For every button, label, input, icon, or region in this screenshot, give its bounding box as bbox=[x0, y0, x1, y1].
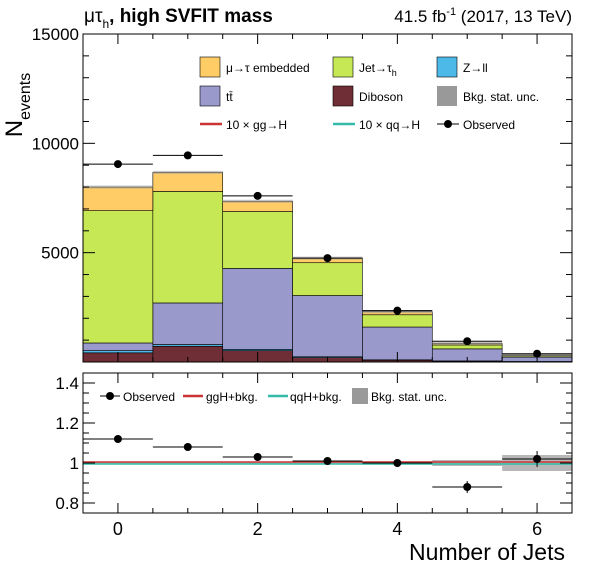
bar-ttbar-bin-0 bbox=[82, 342, 154, 351]
ratio-unc-bin-0 bbox=[83, 462, 153, 464]
bar-jet_tau-bin-5 bbox=[431, 344, 503, 350]
observed-point-2 bbox=[253, 191, 262, 200]
ratio-point-4 bbox=[393, 459, 402, 467]
bar-ttbar-bin-1 bbox=[152, 302, 224, 345]
main-axes: 5000 10000 15000 bbox=[32, 25, 573, 363]
bar-jet_tau-bin-1 bbox=[152, 191, 224, 304]
main-ytick-label-2: 15000 bbox=[32, 25, 79, 44]
lumi-label: 41.5 fb-1 (2017, 13 TeV) bbox=[394, 6, 572, 26]
main-ytick-label-1: 10000 bbox=[32, 134, 79, 153]
ratio-point-1 bbox=[183, 443, 192, 451]
ratio-axes: 0.8 1 1.2 1.4 0 2 4 6 bbox=[55, 372, 573, 539]
ratio-ytick-label-1: 1 bbox=[70, 454, 79, 473]
bar-jet_tau-bin-4 bbox=[362, 314, 433, 328]
stat-unc-bin-0 bbox=[83, 185, 153, 189]
ratio-point-0 bbox=[113, 435, 122, 443]
legend-label-ttbar: tt̄ bbox=[226, 90, 233, 104]
legend-marker-observed bbox=[444, 120, 452, 128]
bar-embedded-bin-2 bbox=[222, 200, 293, 212]
legend-label-diboson: Diboson bbox=[359, 90, 403, 104]
ratio-legend-label-stat-unc: Bkg. stat. unc. bbox=[371, 390, 447, 404]
legend-swatch-jet-tau bbox=[332, 56, 354, 78]
bar-ttbar-bin-2 bbox=[222, 268, 293, 350]
observed-point-0 bbox=[113, 160, 122, 169]
main-legend: μ→τ embedded Jet→τh Z→ll tt̄ Diboson Bkg. sta… bbox=[199, 56, 539, 132]
ratio-xtick-label-1: 2 bbox=[253, 519, 263, 539]
ratio-point-6 bbox=[533, 455, 542, 463]
legend-swatch-ttbar bbox=[199, 85, 221, 107]
ratio-ytick-label-2: 1.2 bbox=[55, 414, 79, 433]
ratio-legend-marker-observed bbox=[106, 392, 114, 400]
ratio-legend-swatch-stat-unc bbox=[352, 388, 368, 404]
stat-unc-bin-2 bbox=[222, 199, 293, 203]
legend-label-embedded: μ→τ embedded bbox=[226, 61, 310, 75]
ratio-legend-label-observed: Observed bbox=[123, 390, 175, 404]
bar-jet_tau-bin-0 bbox=[82, 210, 154, 344]
observed-point-1 bbox=[183, 151, 192, 160]
bar-ttbar-bin-3 bbox=[292, 295, 363, 358]
ratio-ytick-label-0: 0.8 bbox=[55, 494, 79, 513]
legend-label-observed: Observed bbox=[463, 118, 515, 132]
legend-swatch-zll bbox=[436, 56, 458, 78]
ratio-unc-bin-5 bbox=[432, 460, 503, 466]
legend-label-jet-tau: Jet→τh bbox=[359, 61, 397, 78]
ratio-point-2 bbox=[253, 453, 262, 461]
ratio-unc-bin-2 bbox=[222, 462, 293, 464]
ratio-point-3 bbox=[323, 457, 332, 465]
ratio-point-5 bbox=[463, 483, 472, 491]
observed-point-3 bbox=[323, 254, 332, 263]
ratio-ytick-label-3: 1.4 bbox=[55, 374, 79, 393]
ratio-xtick-label-2: 4 bbox=[392, 519, 402, 539]
bar-jet_tau-bin-3 bbox=[292, 262, 363, 296]
legend-label-stat-unc: Bkg. stat. unc. bbox=[463, 90, 539, 104]
legend-swatch-embedded bbox=[199, 56, 221, 78]
ratio-xtick-label-0: 0 bbox=[113, 519, 123, 539]
legend-label-ggh: 10 × gg→H bbox=[226, 118, 287, 132]
main-ylabel: Nevents bbox=[1, 73, 34, 137]
main-panel bbox=[82, 151, 573, 363]
ratio-unc-bin-1 bbox=[152, 462, 223, 464]
bar-embedded-bin-0 bbox=[82, 186, 154, 211]
ratio-legend-label-qqh: qqH+bkg. bbox=[290, 390, 342, 404]
ratio-panel bbox=[83, 435, 572, 493]
observed-point-5 bbox=[463, 337, 472, 346]
x-axis-title: Number of Jets bbox=[409, 539, 565, 565]
legend-label-qqh: 10 × qq→H bbox=[359, 118, 420, 132]
main-ytick-label-0: 5000 bbox=[41, 244, 79, 263]
bar-embedded-bin-1 bbox=[152, 172, 224, 192]
legend-label-zll: Z→ll bbox=[463, 61, 488, 75]
channel-title: μτh, high SVFIT mass bbox=[84, 6, 273, 31]
ratio-legend: Observed ggH+bkg. qqH+bkg. Bkg. stat. unc. bbox=[100, 388, 447, 404]
observed-point-4 bbox=[393, 306, 402, 315]
ratio-xtick-label-3: 6 bbox=[532, 519, 542, 539]
bar-jet_tau-bin-2 bbox=[222, 211, 293, 269]
legend-swatch-stat-unc bbox=[437, 86, 457, 106]
stat-unc-bin-1 bbox=[152, 170, 223, 174]
ratio-legend-label-ggh: ggH+bkg. bbox=[206, 390, 258, 404]
legend-swatch-diboson bbox=[332, 85, 354, 107]
